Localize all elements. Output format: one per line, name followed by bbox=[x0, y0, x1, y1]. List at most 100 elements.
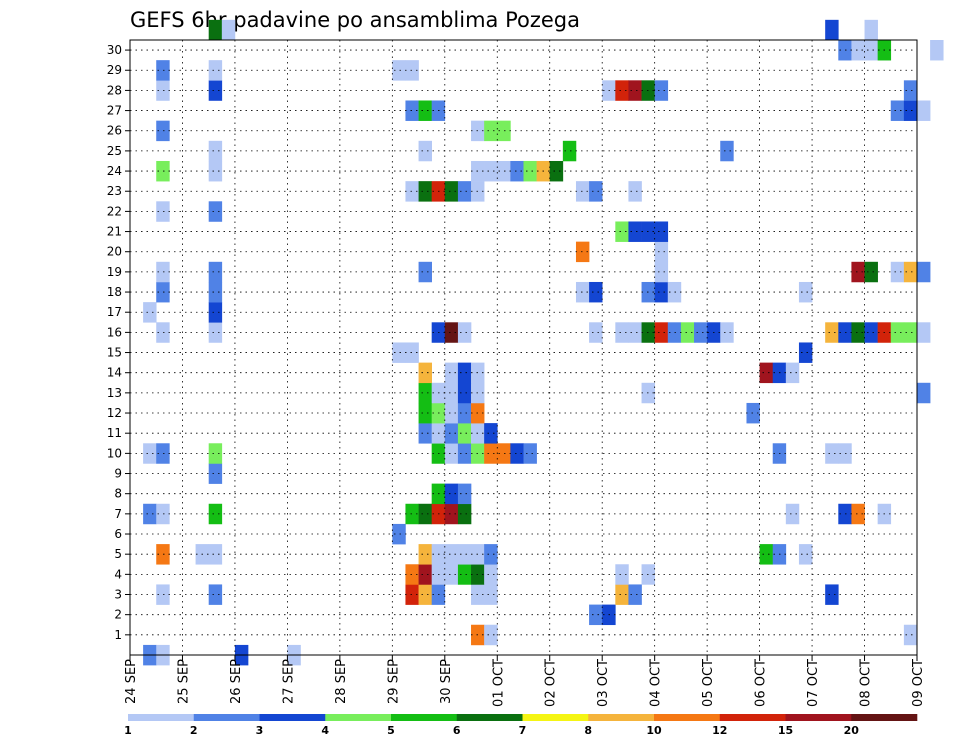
heatmap-cell bbox=[589, 181, 603, 202]
heatmap-cell bbox=[851, 503, 865, 525]
legend-swatch bbox=[391, 714, 458, 721]
heatmap-cell bbox=[444, 483, 459, 505]
heatmap-cell bbox=[890, 261, 905, 283]
heatmap-cell bbox=[549, 160, 564, 182]
x-tick-label: 27 SEP bbox=[281, 659, 296, 704]
heatmap-cell bbox=[457, 322, 472, 343]
heatmap-cell bbox=[392, 60, 406, 81]
heatmap-cell bbox=[615, 80, 629, 101]
legend-swatch bbox=[588, 714, 655, 721]
heatmap-cell bbox=[785, 503, 800, 525]
y-tick-label: 2 bbox=[114, 608, 122, 622]
heatmap-cell bbox=[405, 181, 419, 202]
heatmap-cell bbox=[903, 624, 918, 646]
heatmap-cell bbox=[418, 402, 432, 424]
legend-label: 1 bbox=[124, 724, 132, 737]
y-tick-label: 25 bbox=[107, 144, 122, 158]
y-tick-label: 8 bbox=[114, 487, 122, 501]
heatmap-cell bbox=[444, 181, 459, 202]
heatmap-cell bbox=[457, 181, 472, 202]
heatmap-cell bbox=[825, 322, 839, 343]
heatmap-cell bbox=[418, 100, 432, 121]
heatmap-cell bbox=[457, 544, 472, 565]
heatmap-cell bbox=[418, 362, 432, 384]
y-tick-label: 23 bbox=[107, 184, 122, 198]
x-tick-label: 07 OCT bbox=[806, 659, 821, 707]
legend-swatch bbox=[719, 714, 786, 721]
heatmap-cell bbox=[575, 181, 590, 202]
legend-label: 20 bbox=[844, 724, 860, 737]
y-tick-label: 30 bbox=[107, 43, 122, 57]
legend-label: 4 bbox=[321, 724, 329, 737]
heatmap-cell bbox=[444, 362, 459, 384]
color-legend: 1 2 3 4 5 6 7 8 10 12 15 20 bbox=[124, 714, 918, 737]
heatmap-cell bbox=[484, 544, 498, 565]
heatmap-cell bbox=[917, 382, 931, 404]
legend-label: 6 bbox=[453, 724, 461, 737]
heatmap-cell bbox=[589, 281, 603, 303]
heatmap-cell bbox=[497, 160, 511, 182]
heatmap-cell bbox=[208, 60, 223, 81]
legend-label: 7 bbox=[519, 724, 527, 737]
heatmap-cell bbox=[418, 503, 432, 525]
heatmap-cell bbox=[457, 423, 472, 444]
y-tick-label: 21 bbox=[107, 225, 122, 239]
heatmap-cell bbox=[208, 584, 223, 605]
grid-lines bbox=[130, 40, 917, 655]
heatmap-cell bbox=[484, 160, 498, 182]
legend-label: 8 bbox=[584, 724, 592, 737]
legend-swatch bbox=[851, 714, 918, 721]
heatmap-cell bbox=[444, 382, 459, 404]
heatmap-cell bbox=[864, 261, 878, 283]
heatmap-cell bbox=[667, 281, 682, 303]
heatmap-cell bbox=[930, 40, 944, 61]
heatmap-cell bbox=[654, 261, 669, 283]
heatmap-cell bbox=[221, 19, 236, 41]
data-cells bbox=[143, 19, 944, 666]
heatmap-cell bbox=[418, 423, 432, 444]
x-tick-label: 24 SEP bbox=[124, 659, 139, 704]
heatmap-cell bbox=[444, 564, 459, 585]
y-tick-label: 13 bbox=[107, 386, 122, 400]
x-tick-label: 09 OCT bbox=[911, 659, 926, 707]
heatmap-cell bbox=[746, 402, 760, 424]
heatmap-cell bbox=[457, 443, 472, 464]
legend-swatch bbox=[193, 714, 260, 721]
y-tick-label: 18 bbox=[107, 285, 122, 299]
heatmap-cell bbox=[156, 281, 170, 303]
x-tick-label: 30 SEP bbox=[439, 659, 454, 704]
heatmap-cell bbox=[917, 322, 931, 343]
heatmap-cell bbox=[208, 443, 223, 464]
x-tick-label: 26 SEP bbox=[229, 659, 244, 704]
y-tick-label: 17 bbox=[107, 305, 122, 319]
x-tick-label: 03 OCT bbox=[596, 659, 611, 707]
heatmap-cell bbox=[457, 483, 472, 505]
y-tick-label: 20 bbox=[107, 245, 122, 259]
heatmap-cell bbox=[457, 503, 472, 525]
heatmap-cell bbox=[444, 544, 459, 565]
heatmap-cell bbox=[615, 564, 629, 585]
heatmap-cell bbox=[156, 120, 170, 142]
heatmap-cell bbox=[825, 584, 839, 605]
heatmap-cell bbox=[680, 322, 695, 343]
heatmap-cell bbox=[418, 181, 432, 202]
heatmap-cell bbox=[418, 584, 432, 605]
heatmap-cell bbox=[392, 342, 406, 363]
y-tick-label: 28 bbox=[107, 83, 122, 97]
heatmap-cell bbox=[208, 463, 223, 484]
y-tick-label: 27 bbox=[107, 104, 122, 118]
heatmap-cell bbox=[156, 160, 170, 182]
x-tick-label: 29 SEP bbox=[386, 659, 401, 704]
heatmap-cell bbox=[444, 402, 459, 424]
heatmap-cell bbox=[156, 322, 170, 343]
y-tick-label: 22 bbox=[107, 204, 122, 218]
legend-label: 12 bbox=[712, 724, 727, 737]
heatmap-cell bbox=[156, 60, 170, 81]
heatmap-cell bbox=[798, 544, 813, 565]
heatmap-cell bbox=[208, 201, 223, 222]
heatmap-cell bbox=[484, 443, 498, 464]
heatmap-cell bbox=[143, 503, 157, 525]
heatmap-cell bbox=[418, 544, 432, 565]
heatmap-cell bbox=[575, 281, 590, 303]
heatmap-cell bbox=[208, 160, 223, 182]
